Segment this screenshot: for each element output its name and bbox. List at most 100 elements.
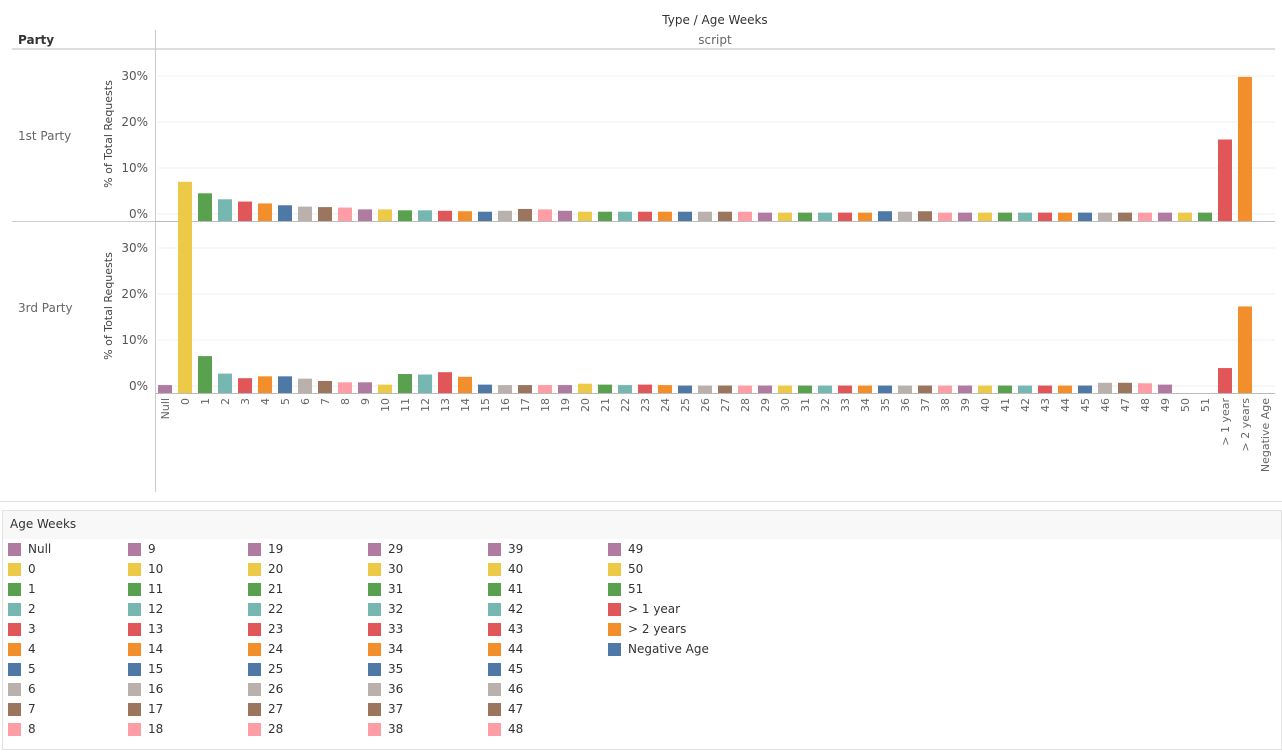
bar-1st-party-33[interactable]: [838, 212, 852, 221]
legend-item[interactable]: 3: [8, 621, 36, 637]
bar-3rd-party-32[interactable]: [818, 385, 832, 393]
legend-item[interactable]: 26: [248, 681, 283, 697]
bar-1st-party-41[interactable]: [998, 212, 1012, 221]
legend-item[interactable]: 44: [488, 641, 523, 657]
bar-3rd-party-44[interactable]: [1058, 385, 1072, 393]
legend-item[interactable]: 10: [128, 561, 163, 577]
bar-1st-party-24[interactable]: [658, 211, 672, 221]
legend-item[interactable]: 48: [488, 721, 523, 737]
bar-1st-party-0[interactable]: [178, 181, 192, 221]
legend-item[interactable]: Negative Age: [608, 641, 709, 657]
legend-item[interactable]: 13: [128, 621, 163, 637]
bar-1st-party-12[interactable]: [418, 210, 432, 221]
legend-item[interactable]: 49: [608, 541, 643, 557]
bar-3rd-party-27[interactable]: [718, 385, 732, 393]
bar-1st-party-50[interactable]: [1178, 212, 1192, 221]
bar-1st-party-11[interactable]: [398, 210, 412, 221]
bar-1st-party-48[interactable]: [1138, 212, 1152, 221]
bar-1st-party-13[interactable]: [438, 210, 452, 221]
bar-3rd-party-33[interactable]: [838, 385, 852, 393]
bar-3rd-party-14[interactable]: [458, 376, 472, 393]
bar-3rd-party-24[interactable]: [658, 385, 672, 393]
bar-3rd-party-3[interactable]: [238, 378, 252, 393]
bar-1st-party-26[interactable]: [698, 211, 712, 221]
bar-1st-party-49[interactable]: [1158, 212, 1172, 221]
bar-3rd-party-29[interactable]: [758, 385, 772, 393]
bar-3rd-party-23[interactable]: [638, 384, 652, 393]
bar-3rd-party-7[interactable]: [318, 380, 332, 393]
bar-1st-party-46[interactable]: [1098, 212, 1112, 221]
bar-3rd-party-1[interactable]: [198, 356, 212, 393]
bar-3rd-party-8[interactable]: [338, 382, 352, 393]
legend-item[interactable]: 15: [128, 661, 163, 677]
bar-1st-party-6[interactable]: [298, 206, 312, 221]
legend-item[interactable]: 50: [608, 561, 643, 577]
bar-1st-party-19[interactable]: [558, 210, 572, 221]
legend-item[interactable]: 14: [128, 641, 163, 657]
bar-3rd-party-0[interactable]: [178, 216, 192, 393]
legend-item[interactable]: 39: [488, 541, 523, 557]
bar-3rd-party-26[interactable]: [698, 385, 712, 393]
legend-item[interactable]: 22: [248, 601, 283, 617]
bar-3rd-party-2-years[interactable]: [1238, 306, 1252, 393]
bar-1st-party-25[interactable]: [678, 211, 692, 221]
legend-item[interactable]: 23: [248, 621, 283, 637]
bar-1st-party-30[interactable]: [778, 212, 792, 221]
bar-1st-party-3[interactable]: [238, 201, 252, 221]
bar-3rd-party-49[interactable]: [1158, 384, 1172, 393]
bar-3rd-party-16[interactable]: [498, 385, 512, 393]
bar-1st-party-43[interactable]: [1038, 212, 1052, 221]
bar-1st-party-21[interactable]: [598, 211, 612, 221]
bar-1st-party-36[interactable]: [898, 211, 912, 221]
legend-item[interactable]: > 1 year: [608, 601, 680, 617]
bar-3rd-party-20[interactable]: [578, 383, 592, 393]
bar-3rd-party-30[interactable]: [778, 385, 792, 393]
bar-1st-party-29[interactable]: [758, 212, 772, 221]
legend-item[interactable]: 35: [368, 661, 403, 677]
bar-3rd-party-12[interactable]: [418, 374, 432, 394]
bar-3rd-party-19[interactable]: [558, 385, 572, 393]
legend-item[interactable]: 46: [488, 681, 523, 697]
bar-1st-party-2-years[interactable]: [1238, 76, 1252, 221]
legend-item[interactable]: 9: [128, 541, 156, 557]
legend-item[interactable]: 19: [248, 541, 283, 557]
legend-item[interactable]: 24: [248, 641, 283, 657]
bar-3rd-party-null[interactable]: [158, 385, 172, 393]
bar-1st-party-23[interactable]: [638, 211, 652, 221]
bar-1st-party-34[interactable]: [858, 212, 872, 221]
bar-3rd-party-34[interactable]: [858, 385, 872, 393]
bar-3rd-party-38[interactable]: [938, 385, 952, 393]
bar-1st-party-51[interactable]: [1198, 212, 1212, 221]
bar-3rd-party-42[interactable]: [1018, 385, 1032, 393]
bar-3rd-party-18[interactable]: [538, 385, 552, 393]
legend-item[interactable]: 27: [248, 701, 283, 717]
bar-3rd-party-17[interactable]: [518, 385, 532, 393]
bar-1st-party-9[interactable]: [358, 209, 372, 221]
legend-item[interactable]: Null: [8, 541, 51, 557]
legend-item[interactable]: 41: [488, 581, 523, 597]
bar-3rd-party-48[interactable]: [1138, 383, 1152, 393]
bar-1st-party-31[interactable]: [798, 212, 812, 221]
legend-item[interactable]: 38: [368, 721, 403, 737]
bar-3rd-party-13[interactable]: [438, 372, 452, 393]
legend-item[interactable]: 12: [128, 601, 163, 617]
legend-item[interactable]: 30: [368, 561, 403, 577]
legend-item[interactable]: 28: [248, 721, 283, 737]
bar-1st-party-39[interactable]: [958, 212, 972, 221]
bar-3rd-party-41[interactable]: [998, 385, 1012, 393]
bar-1st-party-10[interactable]: [378, 209, 392, 221]
bar-3rd-party-45[interactable]: [1078, 385, 1092, 393]
bar-3rd-party-28[interactable]: [738, 385, 752, 393]
legend-item[interactable]: 43: [488, 621, 523, 637]
bar-1st-party-38[interactable]: [938, 212, 952, 221]
bar-3rd-party-1-year[interactable]: [1218, 368, 1232, 393]
bar-1st-party-4[interactable]: [258, 203, 272, 221]
legend-item[interactable]: 25: [248, 661, 283, 677]
legend-item[interactable]: 1: [8, 581, 36, 597]
bar-1st-party-14[interactable]: [458, 211, 472, 221]
bar-3rd-party-46[interactable]: [1098, 382, 1112, 393]
bar-1st-party-45[interactable]: [1078, 212, 1092, 221]
bar-3rd-party-39[interactable]: [958, 385, 972, 393]
legend-item[interactable]: 6: [8, 681, 36, 697]
legend-item[interactable]: 45: [488, 661, 523, 677]
